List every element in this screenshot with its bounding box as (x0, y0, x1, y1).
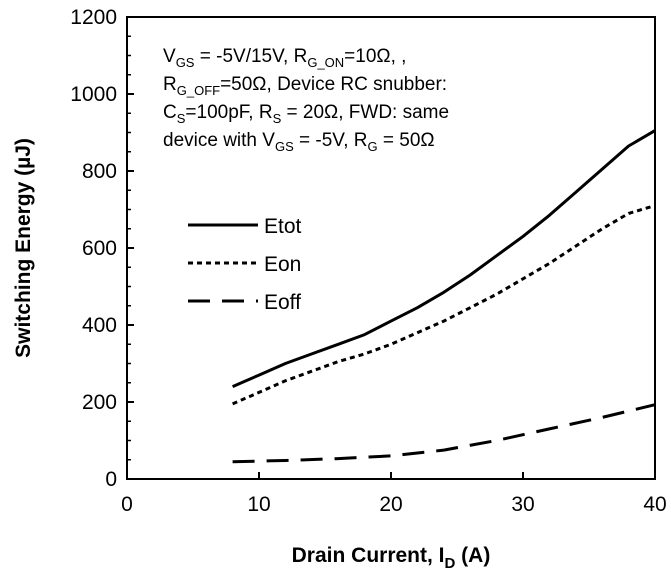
x-tick-label: 20 (379, 493, 402, 516)
test-conditions-line: CS=100pF, RS = 20Ω, FWD: same (163, 102, 449, 126)
series-line-eoff (232, 403, 656, 464)
y-tick-label: 200 (82, 391, 117, 414)
test-conditions-line: VGS = -5V/15V, RG_ON=10Ω, , (163, 46, 406, 70)
series-line-etot (232, 129, 656, 388)
legend-label-eoff: Eoff (264, 291, 301, 314)
test-conditions-line: device with VGS = -5V, RG = 50Ω (163, 130, 435, 154)
y-tick-label: 400 (82, 314, 117, 337)
legend-label-etot: Etot (264, 215, 302, 238)
series-line-eon (232, 204, 656, 406)
y-tick-label: 600 (82, 237, 117, 260)
x-tick-label: 0 (121, 493, 133, 516)
legend-label-eon: Eon (264, 253, 301, 276)
x-tick-label: 40 (643, 493, 666, 516)
y-axis-title: Switching Energy (µJ) (12, 138, 35, 358)
y-tick-label: 1000 (70, 83, 117, 106)
x-axis-title: Drain Current, ID (A) (292, 544, 491, 569)
y-tick-label: 0 (105, 468, 117, 491)
y-tick-label: 1200 (70, 6, 117, 29)
test-conditions-line: RG_OFF=50Ω, Device RC snubber: (163, 74, 447, 98)
x-tick-label: 30 (511, 493, 534, 516)
x-tick-label: 10 (247, 493, 270, 516)
y-tick-label: 800 (82, 160, 117, 183)
